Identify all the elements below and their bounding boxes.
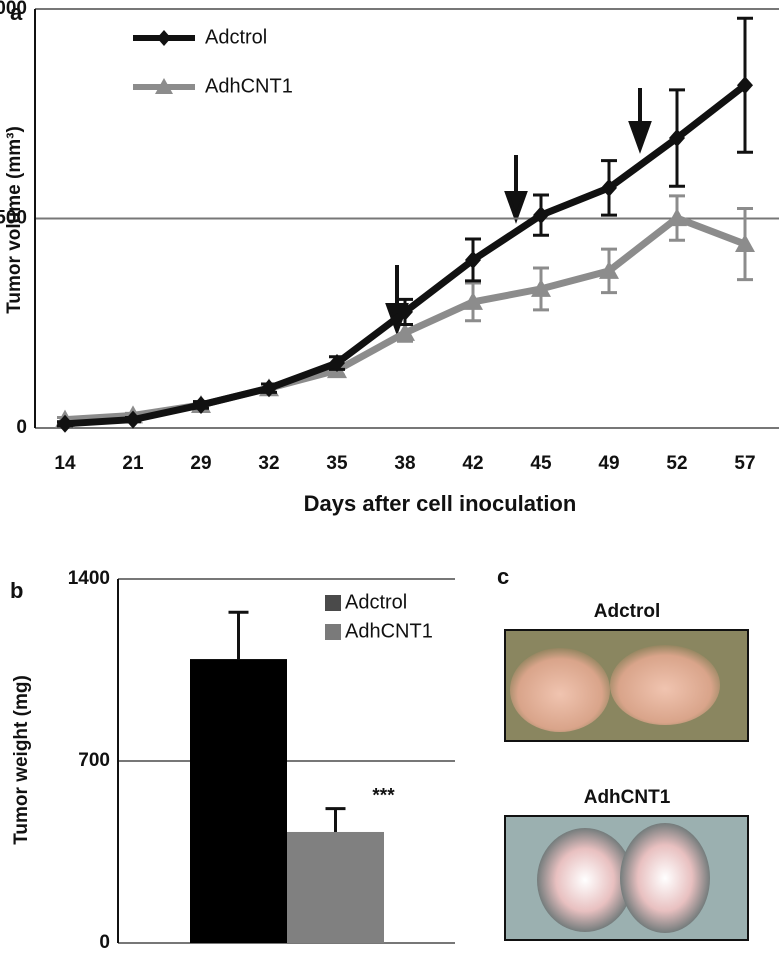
x-tick-label: 14: [54, 453, 76, 474]
legend-marker: [157, 30, 171, 46]
legend-label: AdhCNT1: [205, 75, 293, 97]
x-axis-label: Days after cell inoculation: [304, 491, 577, 516]
x-tick-label: 42: [462, 453, 483, 474]
y-axis-label: Tumor volume (mm³): [4, 126, 25, 314]
legend-swatch: [325, 624, 341, 640]
y-axis-label: Tumor weight (mg): [11, 675, 32, 845]
marker: [465, 250, 481, 269]
marker: [737, 76, 753, 95]
y-tick-label: 1400: [68, 568, 110, 589]
marker: [395, 322, 415, 341]
marker: [463, 291, 483, 310]
x-tick-label: 57: [734, 453, 755, 474]
y-tick-label: 700: [78, 750, 110, 771]
y-tick-label: 1000: [0, 0, 27, 19]
marker: [667, 208, 687, 227]
panel-label: a: [10, 0, 23, 25]
legend-marker: [155, 78, 173, 94]
marker: [601, 178, 617, 197]
photo-title: AdhCNT1: [584, 787, 671, 808]
marker: [397, 302, 413, 321]
marker: [735, 234, 755, 253]
x-tick-label: 38: [394, 453, 415, 474]
marker: [261, 379, 277, 398]
error-bar: [228, 610, 249, 660]
tumor: [537, 828, 633, 932]
marker: [329, 354, 345, 373]
tumor: [620, 823, 710, 933]
bar: [287, 831, 384, 943]
x-tick-label: 21: [122, 453, 144, 474]
marker: [669, 129, 685, 148]
marker: [193, 395, 209, 414]
panel-label: b: [10, 578, 23, 603]
x-tick-label: 35: [326, 453, 348, 474]
annotation: ***: [372, 786, 395, 807]
x-tick-label: 49: [598, 453, 619, 474]
legend-label: Adctrol: [345, 591, 407, 613]
y-tick-label: 0: [16, 417, 27, 438]
marker: [125, 410, 141, 429]
y-tick-label: 500: [0, 208, 27, 229]
photo-title: Adctrol: [594, 601, 661, 622]
marker: [533, 206, 549, 225]
tumor: [510, 648, 610, 732]
error-bar: [325, 807, 346, 832]
x-tick-label: 32: [258, 453, 279, 474]
marker: [531, 278, 551, 297]
marker: [599, 260, 619, 279]
x-tick-label: 52: [666, 453, 687, 474]
x-tick-label: 45: [530, 453, 552, 474]
bar: [190, 659, 287, 943]
y-tick-label: 0: [99, 932, 110, 953]
x-tick-label: 29: [190, 453, 211, 474]
marker: [57, 414, 73, 433]
tumor: [610, 645, 720, 725]
legend-label: AdhCNT1: [345, 620, 433, 642]
legend-label: Adctrol: [205, 26, 267, 48]
panel-label: c: [497, 564, 509, 589]
legend-swatch: [325, 595, 341, 611]
